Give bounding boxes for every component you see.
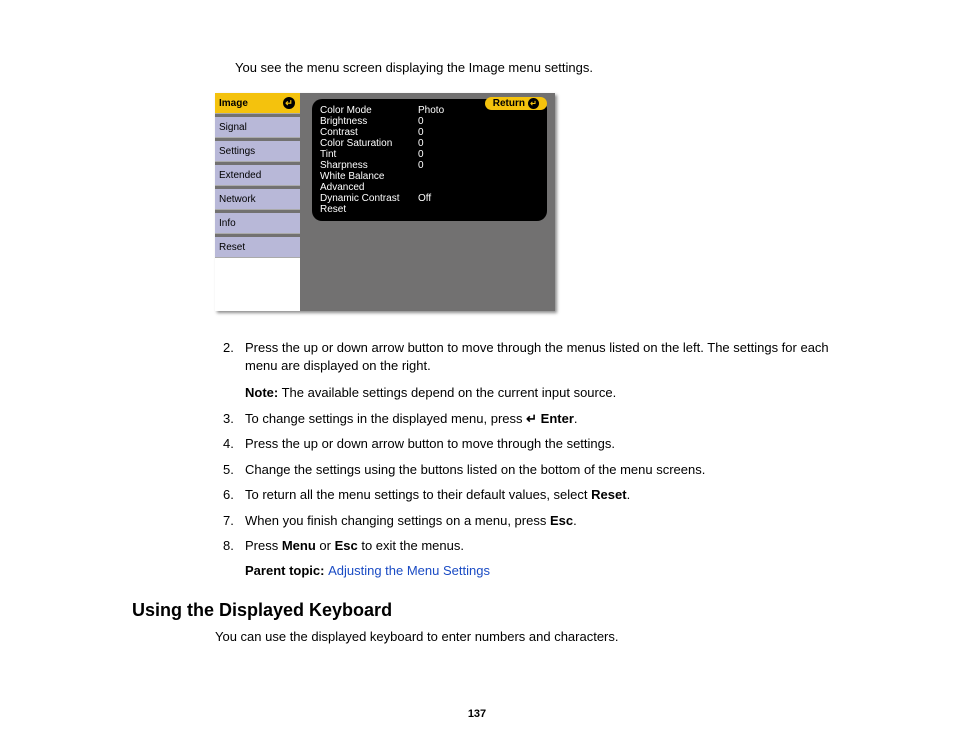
sidebar-item-label: Signal bbox=[219, 122, 247, 133]
setting-label: Contrast bbox=[320, 127, 418, 138]
note-block: Note: The available settings depend on t… bbox=[245, 384, 844, 402]
setting-row[interactable]: White Balance bbox=[320, 171, 539, 182]
setting-label: Reset bbox=[320, 204, 418, 215]
setting-label: Brightness bbox=[320, 116, 418, 127]
step-text: Press the up or down arrow button to mov… bbox=[245, 340, 829, 373]
sidebar-item-label: Reset bbox=[219, 242, 245, 253]
step-8: Press Menu or Esc to exit the menus. bbox=[245, 537, 844, 555]
setting-row[interactable]: Reset bbox=[320, 204, 539, 215]
setting-row[interactable]: Sharpness0 bbox=[320, 160, 539, 171]
setting-value: 0 bbox=[418, 116, 424, 127]
step-text: Press bbox=[245, 538, 282, 553]
intro-text: You see the menu screen displaying the I… bbox=[235, 60, 844, 75]
parent-topic-link[interactable]: Adjusting the Menu Settings bbox=[328, 563, 490, 578]
section-body-text: You can use the displayed keyboard to en… bbox=[215, 629, 844, 644]
sidebar-item-extended[interactable]: Extended bbox=[215, 165, 300, 186]
menu-word: Menu bbox=[282, 538, 316, 553]
setting-value: 0 bbox=[418, 138, 424, 149]
instruction-list: Press the up or down arrow button to mov… bbox=[215, 339, 844, 555]
sidebar-item-label: Settings bbox=[219, 146, 255, 157]
setting-value: Off bbox=[418, 193, 431, 204]
menu-main-panel: Color ModePhoto Brightness0 Contrast0 Co… bbox=[300, 93, 555, 311]
step-text-mid: or bbox=[316, 538, 335, 553]
sidebar-item-label: Image bbox=[219, 98, 248, 109]
setting-label: Sharpness bbox=[320, 160, 418, 171]
step-text: Press the up or down arrow button to mov… bbox=[245, 436, 615, 451]
setting-row[interactable]: Contrast0 bbox=[320, 127, 539, 138]
setting-row[interactable]: Brightness0 bbox=[320, 116, 539, 127]
return-button[interactable]: Return ↵ bbox=[485, 97, 547, 110]
setting-value: Photo bbox=[418, 105, 444, 116]
page-number: 137 bbox=[0, 708, 954, 720]
setting-row[interactable]: Color Saturation0 bbox=[320, 138, 539, 149]
step-text: To change settings in the displayed menu… bbox=[245, 411, 526, 426]
setting-label: Color Mode bbox=[320, 105, 418, 116]
sidebar-item-reset[interactable]: Reset bbox=[215, 237, 300, 258]
sidebar-item-info[interactable]: Info bbox=[215, 213, 300, 234]
enter-word: Enter bbox=[537, 411, 574, 426]
step-text-tail: . bbox=[627, 487, 631, 502]
section-heading: Using the Displayed Keyboard bbox=[132, 600, 844, 621]
setting-label: Dynamic Contrast bbox=[320, 193, 418, 204]
sidebar-item-network[interactable]: Network bbox=[215, 189, 300, 210]
sidebar-item-signal[interactable]: Signal bbox=[215, 117, 300, 138]
sidebar-item-label: Network bbox=[219, 194, 256, 205]
sidebar-item-settings[interactable]: Settings bbox=[215, 141, 300, 162]
setting-value: 0 bbox=[418, 149, 424, 160]
step-2: Press the up or down arrow button to mov… bbox=[245, 339, 844, 402]
setting-label: Tint bbox=[320, 149, 418, 160]
parent-topic-label: Parent topic: bbox=[245, 563, 328, 578]
return-label: Return bbox=[493, 98, 525, 109]
esc-word: Esc bbox=[550, 513, 573, 528]
step-text-tail: . bbox=[574, 411, 578, 426]
step-text: Change the settings using the buttons li… bbox=[245, 462, 705, 477]
note-label: Note: bbox=[245, 385, 278, 400]
esc-word: Esc bbox=[335, 538, 358, 553]
parent-topic: Parent topic: Adjusting the Menu Setting… bbox=[245, 563, 844, 578]
sidebar-item-label: Extended bbox=[219, 170, 261, 181]
reset-word: Reset bbox=[591, 487, 626, 502]
setting-row[interactable]: Advanced bbox=[320, 182, 539, 193]
note-text: The available settings depend on the cur… bbox=[278, 385, 616, 400]
step-7: When you finish changing settings on a m… bbox=[245, 512, 844, 530]
enter-icon: ↵ bbox=[528, 98, 539, 109]
setting-value: 0 bbox=[418, 160, 424, 171]
step-5: Change the settings using the buttons li… bbox=[245, 461, 844, 479]
menu-screenshot: Image ↵ Signal Settings Extended Network… bbox=[215, 93, 555, 311]
setting-row[interactable]: Dynamic ContrastOff bbox=[320, 193, 539, 204]
step-text: When you finish changing settings on a m… bbox=[245, 513, 550, 528]
setting-row[interactable]: Tint0 bbox=[320, 149, 539, 160]
setting-label: White Balance bbox=[320, 171, 418, 182]
step-4: Press the up or down arrow button to mov… bbox=[245, 435, 844, 453]
sidebar-item-label: Info bbox=[219, 218, 236, 229]
sidebar-item-image[interactable]: Image ↵ bbox=[215, 93, 300, 114]
menu-sidebar: Image ↵ Signal Settings Extended Network… bbox=[215, 93, 300, 311]
setting-value: 0 bbox=[418, 127, 424, 138]
step-text-tail: to exit the menus. bbox=[358, 538, 464, 553]
enter-icon: ↵ bbox=[283, 97, 295, 109]
setting-label: Color Saturation bbox=[320, 138, 418, 149]
setting-label: Advanced bbox=[320, 182, 418, 193]
settings-list: Color ModePhoto Brightness0 Contrast0 Co… bbox=[312, 99, 547, 221]
step-text: To return all the menu settings to their… bbox=[245, 487, 591, 502]
step-text-tail: . bbox=[573, 513, 577, 528]
step-6: To return all the menu settings to their… bbox=[245, 486, 844, 504]
step-3: To change settings in the displayed menu… bbox=[245, 410, 844, 428]
enter-symbol-icon: ↵ bbox=[526, 411, 537, 426]
